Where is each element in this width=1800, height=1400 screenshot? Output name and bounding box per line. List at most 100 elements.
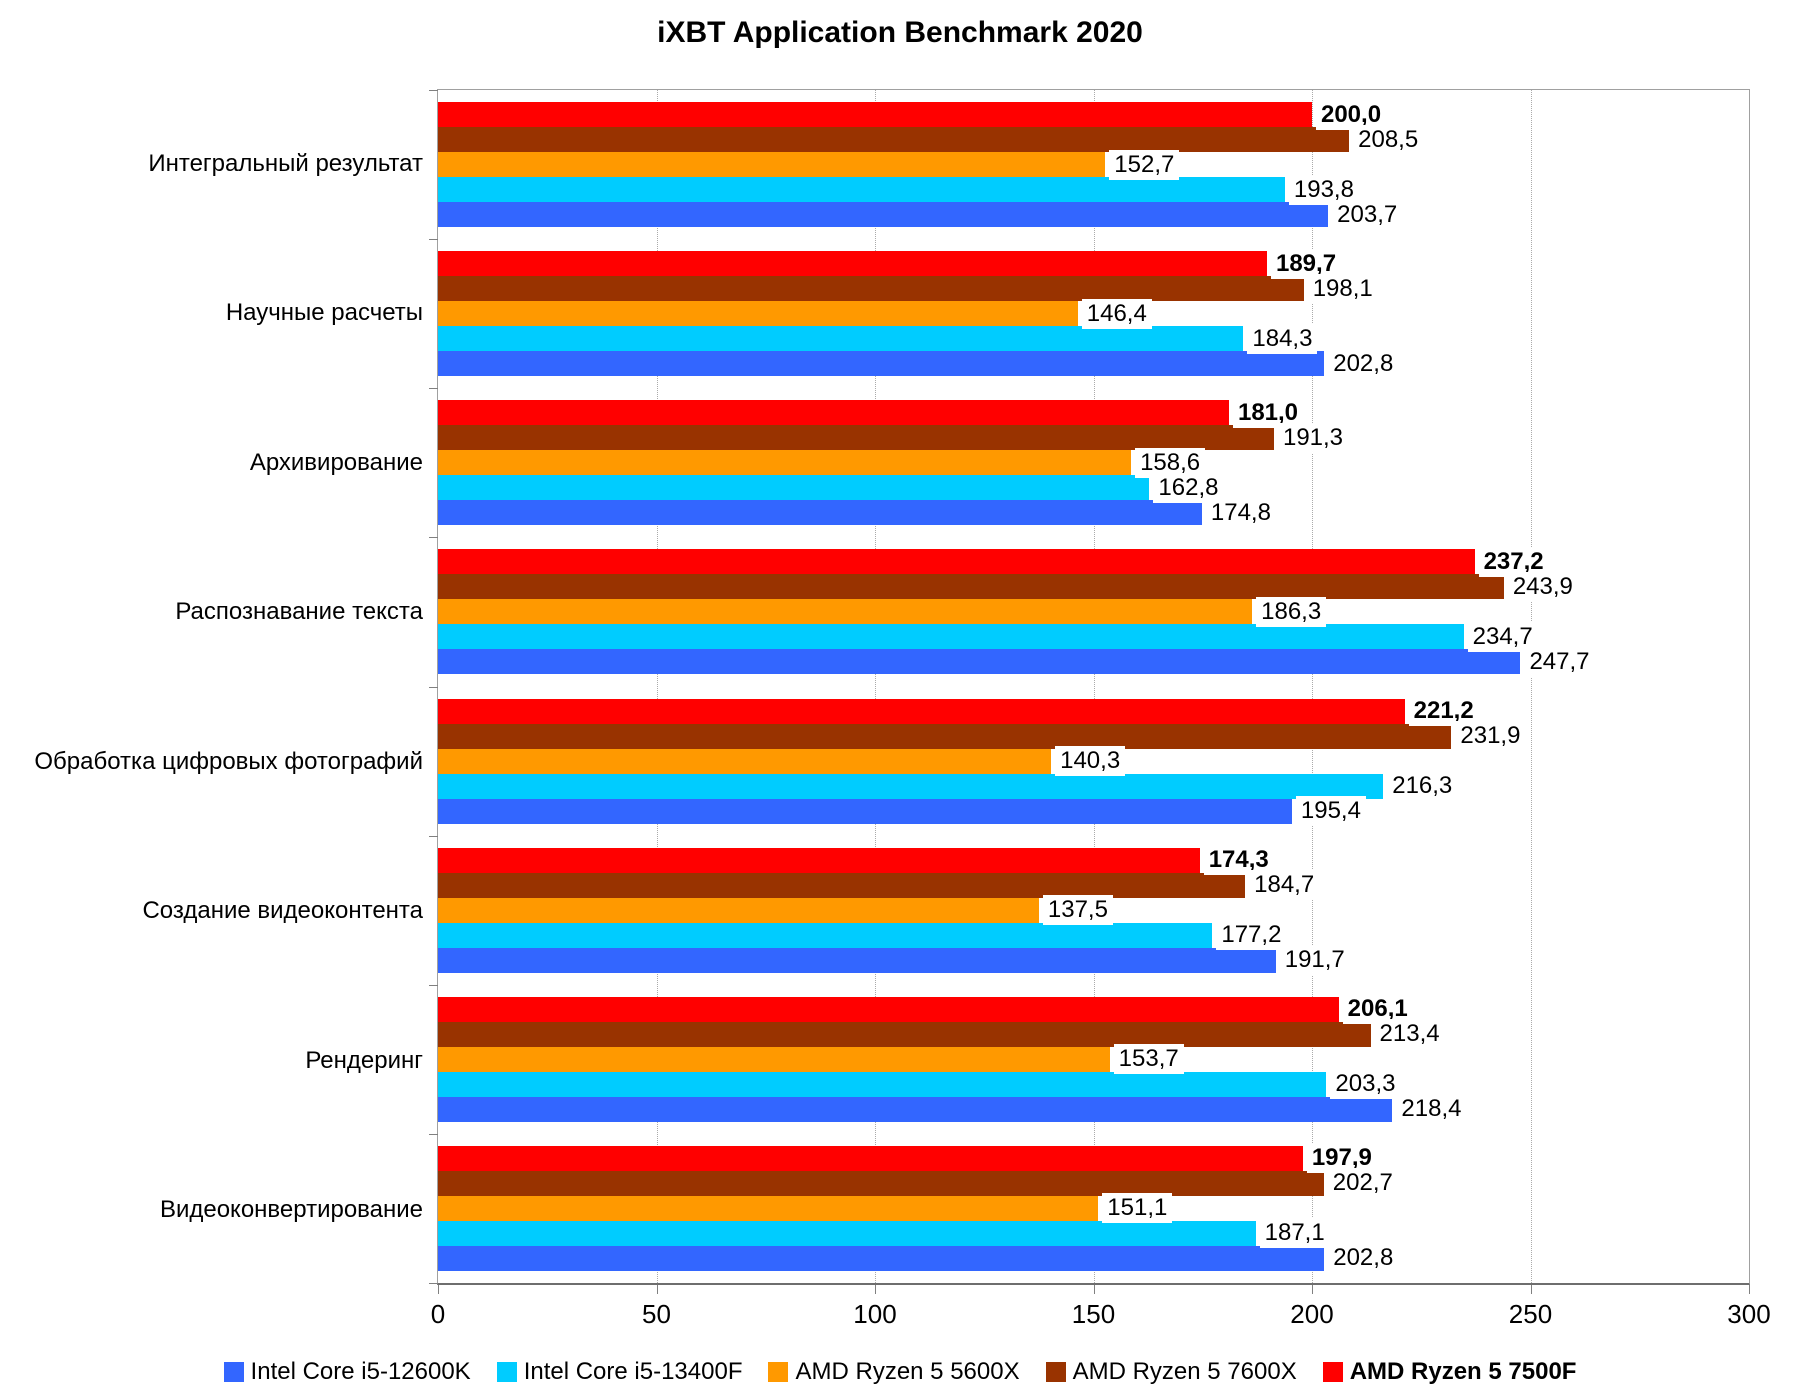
bar-value-label: 137,5 [1042, 895, 1113, 926]
y-axis-tick [429, 239, 438, 241]
bar-group: 221,2 231,9 140,3 216,3 195,4 [438, 687, 1749, 836]
bar [438, 400, 1229, 426]
x-axis-tick [1312, 1285, 1313, 1294]
bar-value-label: 187,1 [1259, 1218, 1330, 1249]
bar-value-label: 208,5 [1353, 124, 1424, 155]
bar-value-label: 203,3 [1330, 1069, 1401, 1100]
bar-value-label: 140,3 [1055, 746, 1126, 777]
category-label: Рендеринг [305, 1046, 423, 1074]
bar-row: 202,8 [438, 348, 1749, 379]
bar [438, 549, 1475, 575]
legend-item: AMD Ryzen 5 7600X [1045, 1358, 1297, 1386]
legend-swatch [496, 1362, 517, 1382]
bar-value-label: 243,9 [1507, 571, 1578, 602]
bar-group: 237,2 243,9 186,3 234,7 247,7 [438, 537, 1749, 686]
bar-value-label: 247,7 [1524, 646, 1595, 677]
bar-row: 203,3 [438, 1069, 1749, 1100]
category-label: Видеоконвертирование [159, 1196, 423, 1224]
bar [438, 748, 1052, 774]
bar-value-label: 203,7 [1332, 199, 1403, 230]
category-label: Создание видеоконтента [142, 897, 423, 925]
bar [438, 326, 1244, 352]
bar [438, 1021, 1371, 1047]
bar-value-label: 184,3 [1247, 323, 1318, 354]
legend-item: Intel Core i5-13400F [496, 1358, 742, 1386]
x-axis-tick-label: 0 [430, 1299, 446, 1329]
bar [438, 574, 1504, 600]
bar-value-label: 198,1 [1307, 273, 1378, 304]
bar [438, 1145, 1303, 1171]
bar [438, 425, 1274, 451]
bar-value-label: 174,8 [1205, 497, 1276, 528]
bar-row: 146,4 [438, 298, 1749, 329]
bar-value-label: 184,7 [1249, 870, 1320, 901]
bar-value-label: 152,7 [1109, 149, 1180, 180]
bar [438, 500, 1202, 526]
bar [438, 847, 1200, 873]
category-axis: Интегральный результат Научные расчеты Арх… [0, 89, 423, 1285]
bar-row: 151,1 [438, 1193, 1749, 1224]
bar-value-label: 181,0 [1232, 397, 1304, 428]
bar-row: 193,8 [438, 174, 1749, 205]
bar-row: 198,1 [438, 273, 1749, 304]
x-axis-tick-label: 200 [1290, 1299, 1334, 1329]
bar-row: 203,7 [438, 199, 1749, 230]
bar [438, 624, 1464, 650]
legend-swatch [223, 1362, 244, 1382]
bar-row: 195,4 [438, 796, 1749, 827]
bar [438, 276, 1304, 302]
bar-value-label: 191,3 [1277, 422, 1349, 453]
legend-item: Intel Core i5-12600K [223, 1358, 471, 1386]
bar-row: 181,0 [438, 397, 1749, 428]
x-axis-tick [1093, 1285, 1095, 1294]
bar-group: 197,9 202,7 151,1 187,1 202,8 [438, 1134, 1749, 1283]
bar [438, 1170, 1324, 1196]
legend-label: Intel Core i5-12600K [250, 1358, 471, 1385]
bar-value-label: 195,4 [1295, 796, 1366, 827]
bar [438, 1245, 1325, 1271]
bar [438, 773, 1384, 799]
bar [438, 475, 1150, 501]
bar-row: 221,2 [438, 696, 1749, 727]
bar-value-label: 177,2 [1216, 920, 1287, 951]
bar-row: 208,5 [438, 124, 1749, 155]
legend-swatch [768, 1362, 789, 1382]
bar-value-label: 231,9 [1455, 721, 1526, 752]
bar [438, 872, 1246, 898]
bar-row: 153,7 [438, 1044, 1749, 1075]
bar-value-label: 153,7 [1113, 1044, 1184, 1075]
y-axis-tick [429, 1283, 438, 1284]
legend-label: AMD Ryzen 5 5600X [795, 1358, 1020, 1385]
bar-row: 231,9 [438, 721, 1749, 752]
bar-row: 197,9 [438, 1143, 1749, 1174]
bar-row: 216,3 [438, 771, 1749, 802]
bar-value-label: 202,8 [1328, 1243, 1399, 1274]
bar-value-label: 213,4 [1374, 1019, 1445, 1050]
bar-row: 202,8 [438, 1243, 1749, 1274]
bar-row: 184,7 [438, 870, 1749, 901]
bar [438, 177, 1285, 203]
bar-row: 158,6 [438, 447, 1749, 478]
y-axis-tick [429, 686, 438, 688]
bar-group: 200,0 208,5 152,7 193,8 203,7 [438, 90, 1749, 239]
category-label: Обработка цифровых фотографий [34, 747, 423, 775]
bar-group: 189,7 198,1 146,4 184,3 202,8 [438, 239, 1749, 388]
bar-row: 177,2 [438, 920, 1749, 951]
bar [438, 251, 1267, 277]
bar [438, 202, 1329, 228]
bar [438, 127, 1350, 153]
category-label: Распознавание текста [175, 598, 423, 626]
legend-swatch [1322, 1362, 1343, 1382]
bar-row: 218,4 [438, 1094, 1749, 1125]
bar-value-label: 197,9 [1306, 1143, 1377, 1174]
y-axis-tick [429, 984, 438, 986]
x-axis-tick-label: 300 [1727, 1299, 1771, 1329]
x-axis-tick-label: 50 [642, 1299, 671, 1329]
bar-value-label: 151,1 [1102, 1193, 1173, 1224]
y-axis-tick [429, 90, 438, 91]
bar-row: 184,3 [438, 323, 1749, 354]
x-axis-tick-label: 150 [1071, 1299, 1116, 1329]
legend: Intel Core i5-12600K Intel Core i5-13400F… [0, 1358, 1800, 1386]
bar [438, 599, 1253, 625]
